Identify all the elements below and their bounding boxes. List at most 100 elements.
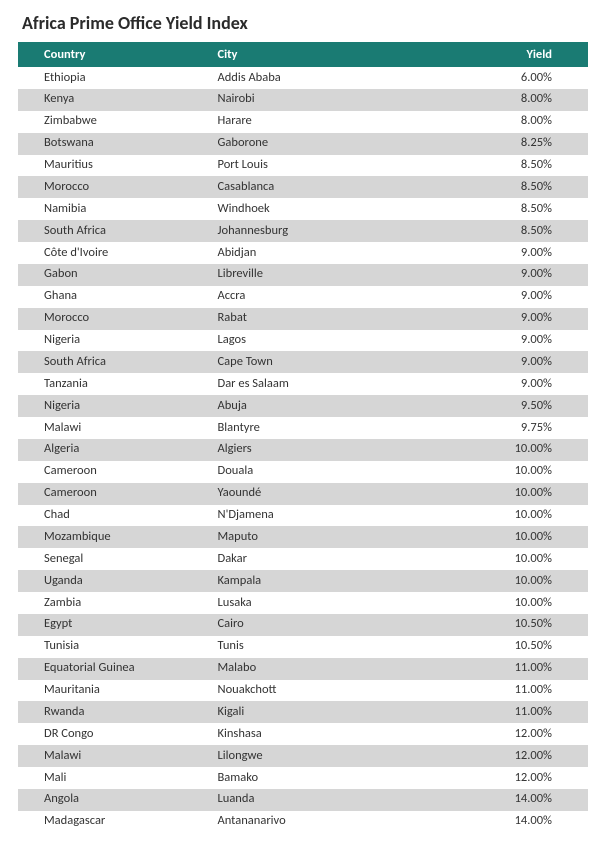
cell-city: Harare xyxy=(218,111,446,133)
cell-yield: 10.00% xyxy=(446,570,589,592)
table-row: MoroccoRabat9.00% xyxy=(18,308,588,330)
cell-country: Kenya xyxy=(18,89,218,111)
cell-city: Algiers xyxy=(218,439,446,461)
cell-city: Maputo xyxy=(218,526,446,548)
cell-city: Dakar xyxy=(218,548,446,570)
cell-country: Mauritania xyxy=(18,680,218,702)
table-row: ZimbabweHarare8.00% xyxy=(18,111,588,133)
cell-city: Lusaka xyxy=(218,592,446,614)
cell-country: Côte d'Ivoire xyxy=(18,242,218,264)
table-row: MaliBamako12.00% xyxy=(18,767,588,789)
table-row: Côte d'IvoireAbidjan9.00% xyxy=(18,242,588,264)
table-row: RwandaKigali11.00% xyxy=(18,701,588,723)
table-row: TunisiaTunis10.50% xyxy=(18,636,588,658)
table-row: MauritiusPort Louis8.50% xyxy=(18,155,588,177)
cell-city: Kampala xyxy=(218,570,446,592)
cell-yield: 9.00% xyxy=(446,242,589,264)
table-row: UgandaKampala10.00% xyxy=(18,570,588,592)
cell-country: Mauritius xyxy=(18,155,218,177)
table-row: NamibiaWindhoek8.50% xyxy=(18,198,588,220)
cell-country: Angola xyxy=(18,789,218,811)
cell-yield: 8.00% xyxy=(446,111,589,133)
cell-yield: 8.25% xyxy=(446,133,589,155)
cell-country: Cameroon xyxy=(18,483,218,505)
table-row: TanzaniaDar es Salaam9.00% xyxy=(18,373,588,395)
cell-country: Ghana xyxy=(18,286,218,308)
table-row: CameroonYaoundé10.00% xyxy=(18,483,588,505)
table-row: MozambiqueMaputo10.00% xyxy=(18,526,588,548)
cell-city: Lagos xyxy=(218,330,446,352)
cell-city: Gaborone xyxy=(218,133,446,155)
cell-yield: 9.00% xyxy=(446,373,589,395)
table-row: MalawiLilongwe12.00% xyxy=(18,745,588,767)
table-body: EthiopiaAddis Ababa6.00%KenyaNairobi8.00… xyxy=(18,67,588,833)
cell-yield: 8.50% xyxy=(446,220,589,242)
page-title: Africa Prime Office Yield Index xyxy=(22,12,588,34)
cell-yield: 10.00% xyxy=(446,592,589,614)
table-row: MalawiBlantyre9.75% xyxy=(18,417,588,439)
cell-city: Nouakchott xyxy=(218,680,446,702)
table-row: CameroonDouala10.00% xyxy=(18,461,588,483)
cell-city: Rabat xyxy=(218,308,446,330)
cell-yield: 9.00% xyxy=(446,351,589,373)
cell-country: Nigeria xyxy=(18,330,218,352)
cell-yield: 11.00% xyxy=(446,658,589,680)
table-row: ChadN'Djamena10.00% xyxy=(18,505,588,527)
table-row: NigeriaAbuja9.50% xyxy=(18,395,588,417)
col-header-city: City xyxy=(218,42,446,67)
cell-city: Bamako xyxy=(218,767,446,789)
cell-yield: 8.00% xyxy=(446,89,589,111)
table-row: MadagascarAntananarivo14.00% xyxy=(18,811,588,833)
table-row: NigeriaLagos9.00% xyxy=(18,330,588,352)
cell-country: Chad xyxy=(18,505,218,527)
cell-city: Dar es Salaam xyxy=(218,373,446,395)
cell-city: Luanda xyxy=(218,789,446,811)
cell-country: Tanzania xyxy=(18,373,218,395)
col-header-country: Country xyxy=(18,42,218,67)
table-row: South AfricaJohannesburg8.50% xyxy=(18,220,588,242)
cell-country: Malawi xyxy=(18,417,218,439)
cell-yield: 9.00% xyxy=(446,330,589,352)
cell-yield: 10.50% xyxy=(446,614,589,636)
cell-yield: 8.50% xyxy=(446,155,589,177)
cell-country: Nigeria xyxy=(18,395,218,417)
table-row: EthiopiaAddis Ababa6.00% xyxy=(18,67,588,89)
cell-yield: 10.00% xyxy=(446,526,589,548)
table-row: MauritaniaNouakchott11.00% xyxy=(18,680,588,702)
cell-city: Accra xyxy=(218,286,446,308)
table-row: GhanaAccra9.00% xyxy=(18,286,588,308)
cell-yield: 9.00% xyxy=(446,286,589,308)
table-row: BotswanaGaborone8.25% xyxy=(18,133,588,155)
cell-yield: 12.00% xyxy=(446,745,589,767)
cell-yield: 10.50% xyxy=(446,636,589,658)
cell-city: Kinshasa xyxy=(218,723,446,745)
cell-city: Addis Ababa xyxy=(218,67,446,89)
cell-city: Abidjan xyxy=(218,242,446,264)
cell-yield: 6.00% xyxy=(446,67,589,89)
cell-yield: 8.50% xyxy=(446,176,589,198)
cell-city: Windhoek xyxy=(218,198,446,220)
cell-country: Morocco xyxy=(18,308,218,330)
cell-country: Madagascar xyxy=(18,811,218,833)
cell-city: Cape Town xyxy=(218,351,446,373)
cell-country: Namibia xyxy=(18,198,218,220)
cell-country: Egypt xyxy=(18,614,218,636)
cell-country: Malawi xyxy=(18,745,218,767)
cell-yield: 10.00% xyxy=(446,461,589,483)
cell-city: Kigali xyxy=(218,701,446,723)
cell-city: Douala xyxy=(218,461,446,483)
cell-city: Casablanca xyxy=(218,176,446,198)
cell-city: Port Louis xyxy=(218,155,446,177)
cell-yield: 9.50% xyxy=(446,395,589,417)
cell-yield: 8.50% xyxy=(446,198,589,220)
cell-country: Zimbabwe xyxy=(18,111,218,133)
cell-city: Blantyre xyxy=(218,417,446,439)
cell-country: Zambia xyxy=(18,592,218,614)
cell-country: Gabon xyxy=(18,264,218,286)
cell-country: Tunisia xyxy=(18,636,218,658)
cell-city: Lilongwe xyxy=(218,745,446,767)
cell-country: Mozambique xyxy=(18,526,218,548)
cell-yield: 12.00% xyxy=(446,723,589,745)
cell-country: Rwanda xyxy=(18,701,218,723)
cell-country: Cameroon xyxy=(18,461,218,483)
